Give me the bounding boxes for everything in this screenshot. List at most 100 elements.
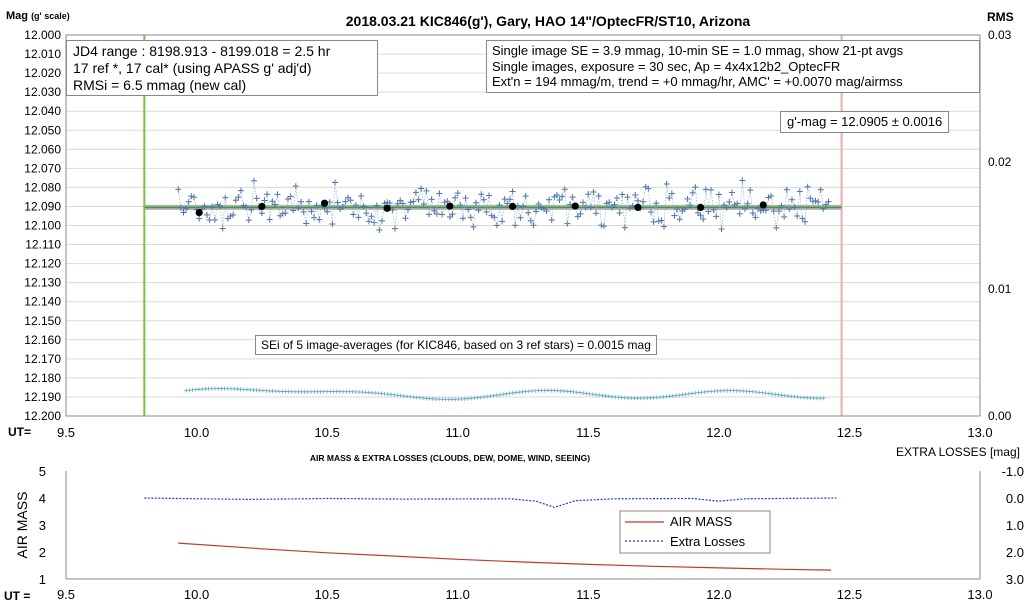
single-image-point xyxy=(345,194,352,201)
single-image-point xyxy=(807,195,814,202)
rms-point xyxy=(501,392,506,397)
single-image-point xyxy=(825,198,832,205)
top-y-tick-label: 12.000 xyxy=(24,28,61,42)
bottom-x-tick-label: 10.5 xyxy=(314,587,339,602)
single-image-point xyxy=(747,187,754,194)
single-image-point xyxy=(428,196,435,203)
top-y-tick-label: 12.070 xyxy=(24,161,61,175)
bottom-y2-tick-label: 3.0 xyxy=(1006,572,1024,587)
rms-point xyxy=(590,392,595,397)
top-y-tick-label: 12.120 xyxy=(24,257,61,271)
single-image-point xyxy=(378,217,385,224)
single-image-point xyxy=(533,208,540,215)
bottom-y-tick-label: 2 xyxy=(39,545,46,560)
average-point xyxy=(258,202,266,211)
top-y-tick-label: 12.150 xyxy=(24,314,61,328)
single-image-point xyxy=(653,200,660,207)
top-y-tick-label: 12.020 xyxy=(24,66,61,80)
single-image-point xyxy=(389,207,396,214)
top-y2-tick-label: 0.01 xyxy=(988,282,1012,296)
single-image-point xyxy=(520,203,526,210)
bottom-axes: 1 2 3 4 5 3.0 2.0 1.0 0.0 -1.0 9.5 10.0 10.5 11.0 11.5… xyxy=(39,464,1024,602)
jd-range-text: JD4 range : 8198.913 - 8199.018 = 2.5 hr xyxy=(73,43,331,59)
single-image-point xyxy=(553,192,560,199)
rms-point xyxy=(481,394,486,399)
single-image-point xyxy=(190,194,197,201)
rmsi-text: RMSi = 6.5 mmag (new cal) xyxy=(73,76,247,93)
info-line-2: Single images, exposure = 30 sec, Ap = 4… xyxy=(492,58,841,74)
bottom-legend: AIR MASS Extra Losses xyxy=(619,510,771,554)
top-y-tick-label: 12.110 xyxy=(25,238,61,252)
rms-point xyxy=(770,391,775,396)
bottom-x-tick-label: 11.5 xyxy=(576,587,600,602)
single-image-point xyxy=(595,192,602,199)
single-image-point xyxy=(749,209,756,216)
sei-text: SEi of 5 image-averages (for KIC846, bas… xyxy=(261,338,651,352)
top-x-axis-label: UT= xyxy=(8,425,31,439)
single-image-point xyxy=(697,212,704,219)
rms-point xyxy=(821,396,826,401)
single-image-point xyxy=(493,222,500,229)
mean-mag-text: g'-mag = 12.0905 ± 0.0016 xyxy=(787,114,943,129)
info-line-1: Single image SE = 3.9 mmag, 10-min SE = … xyxy=(492,43,904,58)
single-image-point xyxy=(611,201,618,208)
mean-mag-box: g'-mag = 12.0905 ± 0.0016 xyxy=(780,111,950,133)
top-y-tick-label: 12.130 xyxy=(24,276,61,290)
top-x-tick-label: 10.5 xyxy=(314,425,339,440)
rms-point xyxy=(683,392,688,397)
bottom-x-tick-label: 11.0 xyxy=(446,587,470,602)
airmass-line xyxy=(178,542,832,571)
bottom-y2-tick-label: 0.0 xyxy=(1006,491,1024,506)
rms-point xyxy=(587,391,592,396)
rms-point xyxy=(597,393,602,398)
rms-point xyxy=(497,392,502,397)
single-image-point xyxy=(397,197,404,204)
rms-point xyxy=(766,391,771,396)
single-image-point xyxy=(462,195,469,202)
single-image-point xyxy=(284,196,291,203)
average-point xyxy=(383,204,391,212)
single-image-point xyxy=(431,207,438,214)
single-image-point xyxy=(721,202,728,209)
single-image-point xyxy=(517,214,524,221)
bottom-x-tick-label: 10.0 xyxy=(184,587,209,602)
single-image-point xyxy=(689,189,696,196)
single-image-point xyxy=(546,196,553,203)
rms-point xyxy=(507,391,512,396)
top-x-tick-label: 10.0 xyxy=(184,425,209,440)
legend-airmass-label: AIR MASS xyxy=(670,514,732,529)
bottom-y-tick-label: 1 xyxy=(39,572,46,587)
top-y-tick-label: 12.050 xyxy=(24,123,61,137)
rms-point xyxy=(485,394,490,399)
extra-losses-line xyxy=(144,497,837,509)
average-point xyxy=(571,202,579,210)
single-image-point xyxy=(723,204,730,211)
single-image-point xyxy=(501,196,508,203)
top-x-tick-label: 12.5 xyxy=(837,425,862,440)
bottom-chart-title: AIR MASS & EXTRA LOSSES (CLOUDS, DEW, DO… xyxy=(310,453,590,463)
rms-point xyxy=(776,392,781,397)
rms-point xyxy=(779,393,784,398)
bottom-y2-tick-label: 1.0 xyxy=(1006,518,1024,533)
bottom-y-tick-label: 5 xyxy=(39,464,46,479)
single-image-point xyxy=(258,210,265,217)
single-image-point xyxy=(676,216,683,223)
single-image-point xyxy=(410,198,417,205)
single-image-point xyxy=(420,200,427,207)
bottom-y-tick-label: 3 xyxy=(39,518,46,533)
single-image-point xyxy=(762,207,769,214)
bottom-x-tick-label: 13.0 xyxy=(967,587,992,602)
single-image-point xyxy=(765,194,772,201)
single-image-point xyxy=(559,193,566,200)
rms-point xyxy=(773,392,778,397)
top-y2-tick-label: 0.00 xyxy=(988,409,1012,423)
single-image-point xyxy=(360,203,367,210)
top-y2-axis-label: RMS xyxy=(987,10,1014,24)
single-image-point xyxy=(600,223,607,230)
average-point xyxy=(195,208,203,217)
top-vlines xyxy=(143,35,843,416)
single-image-point xyxy=(658,217,665,224)
single-image-point xyxy=(407,199,414,206)
top-y-tick-label: 12.010 xyxy=(24,47,61,61)
